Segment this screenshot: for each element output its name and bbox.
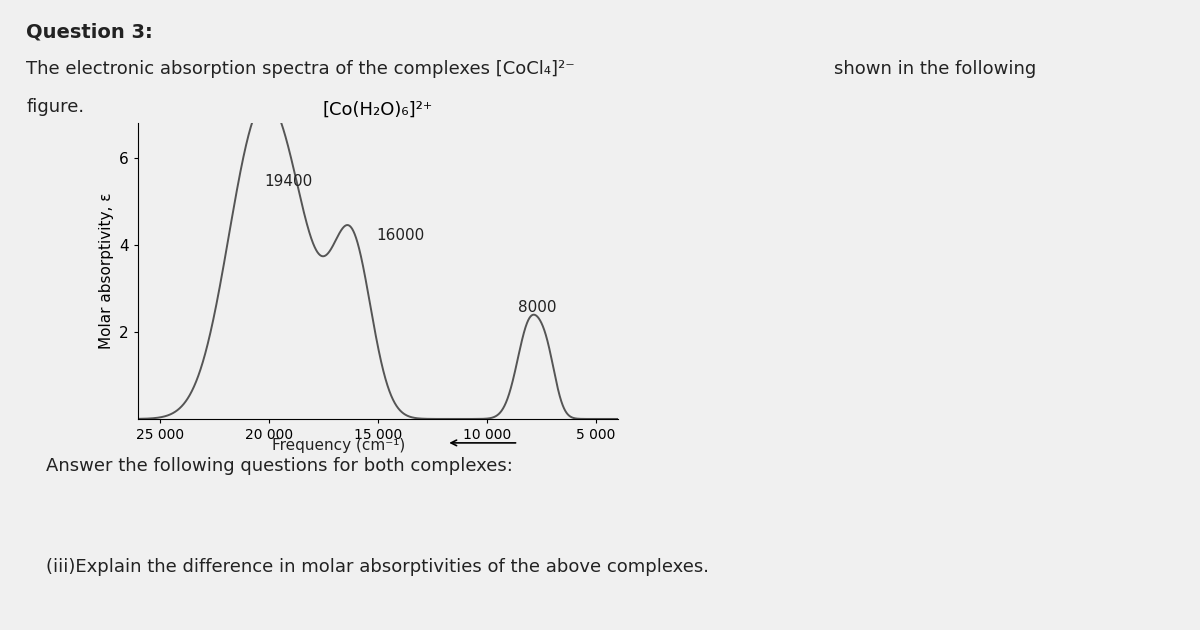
Text: The electronic absorption spectra of the complexes [CoCl₄]²⁻: The electronic absorption spectra of the… [26, 60, 575, 78]
Text: figure.: figure. [26, 98, 84, 116]
Text: 16000: 16000 [376, 229, 424, 243]
Text: Frequency (cm⁻¹): Frequency (cm⁻¹) [272, 438, 406, 453]
Text: (iii)Explain the difference in molar absorptivities of the above complexes.: (iii)Explain the difference in molar abs… [46, 558, 708, 576]
Text: Question 3:: Question 3: [26, 22, 154, 41]
Text: Answer the following questions for both complexes:: Answer the following questions for both … [46, 457, 512, 475]
Text: 8000: 8000 [517, 301, 556, 315]
Title: [Co(H₂O)₆]²⁺: [Co(H₂O)₆]²⁺ [323, 101, 433, 118]
Text: shown in the following: shown in the following [834, 60, 1037, 78]
Text: 19400: 19400 [264, 174, 313, 189]
Y-axis label: Molar absorptivity, ε: Molar absorptivity, ε [98, 193, 114, 349]
